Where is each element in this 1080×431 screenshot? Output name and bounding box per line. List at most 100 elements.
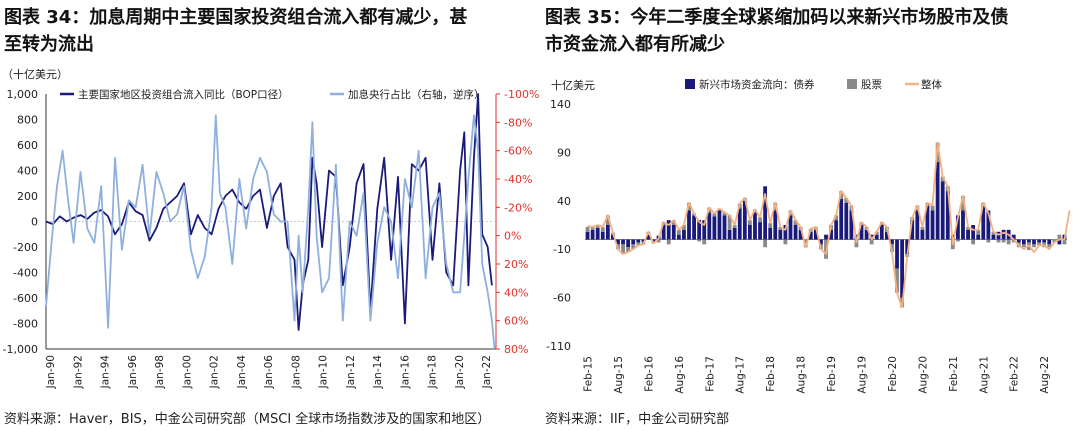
left-title: 图表 34：加息周期中主要国家投资组合流入都有减少，甚 至转为流出	[4, 4, 539, 58]
x-tick-label: Aug-15	[613, 356, 625, 394]
left-y-tick-label: -800	[13, 318, 38, 331]
equity-bar	[666, 239, 671, 245]
x-tick-label: Jan-04	[236, 355, 248, 390]
right-title: 图表 35：今年二季度全球紧缩加码以来新兴市场股市及债 市资金流入都有所减少	[545, 4, 1080, 58]
equity-bar	[1006, 239, 1011, 245]
equity-bar	[763, 239, 768, 248]
left-y-tick-label: -400	[13, 267, 38, 280]
bond-bar	[874, 234, 879, 240]
bond-bar	[884, 231, 889, 240]
bond-bar	[722, 215, 727, 240]
y-tick-label: 90	[557, 146, 571, 159]
equity-bar	[697, 239, 702, 242]
equity-bar	[727, 215, 732, 230]
equity-bar	[747, 220, 752, 225]
bond-bar	[1011, 234, 1016, 240]
bond-bar	[697, 220, 702, 240]
bond-bar	[727, 229, 732, 240]
y-tick-label: -10	[553, 243, 571, 256]
equity-bar	[961, 195, 965, 211]
left-y-tick-label: 800	[17, 114, 38, 127]
x-tick-label: Aug-19	[857, 356, 869, 394]
bond-bar	[824, 234, 828, 240]
bond-bar	[829, 229, 833, 240]
bond-bar	[661, 225, 666, 240]
bond-bar	[910, 220, 915, 240]
equity-bar	[778, 226, 783, 230]
y-tick-label: -60	[553, 292, 571, 305]
bond-bar	[768, 227, 773, 240]
legend-label: 股票	[861, 79, 882, 91]
equity-bar	[1011, 239, 1016, 243]
bond-bar	[788, 215, 793, 240]
bond-bar	[778, 229, 783, 240]
equity-bar	[590, 226, 595, 230]
x-tick-label: Aug-16	[674, 356, 686, 394]
bond-bar	[945, 191, 950, 240]
equity-bar	[758, 217, 762, 223]
bond-bar	[991, 234, 996, 240]
x-tick-label: Jan-20	[454, 355, 466, 389]
legend-swatch	[847, 79, 857, 89]
left-y-tick-label: 400	[17, 165, 38, 178]
right-y-tick-label: 60%	[504, 315, 528, 328]
x-tick-label: Jan-12	[345, 355, 357, 389]
right-y-tick-label: -60%	[504, 145, 532, 158]
equity-bar	[600, 226, 605, 232]
right-y-axis-label: 十亿美元	[551, 78, 595, 92]
bond-bar	[1001, 229, 1006, 240]
right-title-line2: 市资金流入都有所减少	[545, 34, 725, 55]
bond-bar	[915, 210, 920, 240]
equity-bar	[722, 212, 727, 216]
bond-bar	[895, 239, 899, 269]
equity-bar	[595, 225, 600, 228]
bond-bar	[844, 202, 849, 240]
left-panel: 图表 34：加息周期中主要国家投资组合流入都有减少，甚 至转为流出 （十亿美元）…	[2, 4, 539, 427]
x-tick-label: Jan-06	[263, 355, 275, 390]
total-line	[587, 141, 1071, 309]
equity-bar	[1052, 239, 1057, 243]
equity-bar	[940, 176, 945, 182]
bond-bar	[737, 208, 742, 240]
bond-bar	[1047, 239, 1052, 245]
bond-bar	[631, 239, 636, 245]
bond-bar	[925, 205, 930, 240]
equity-bar	[895, 268, 899, 293]
x-tick-label: Aug-22	[1039, 356, 1051, 394]
x-tick-label: Feb-22	[1009, 356, 1021, 392]
bond-bar	[682, 229, 686, 240]
x-tick-label: Jan-96	[127, 355, 139, 390]
equity-bar	[1062, 239, 1067, 245]
equity-bar	[986, 239, 991, 243]
equity-bar	[1057, 234, 1062, 240]
series-line-portfolio-inflow	[45, 93, 493, 331]
equity-bar	[712, 213, 717, 217]
legend-label: 整体	[921, 78, 942, 91]
right-panel: 图表 35：今年二季度全球紧缩加码以来新兴市场股市及债 市资金流入都有所减少 十…	[545, 0, 1080, 431]
left-title-line1: 图表 34：加息周期中主要国家投资组合流入都有减少，甚	[4, 7, 468, 28]
bond-bar	[808, 231, 813, 240]
x-tick-label: Jan-94	[100, 355, 112, 390]
x-tick-label: Jan-02	[209, 355, 221, 389]
bond-bar	[763, 186, 768, 240]
bond-bar	[1037, 239, 1041, 243]
left-y-tick-label: -600	[13, 292, 38, 305]
left-y-tick-label: 600	[17, 139, 38, 152]
right-y-tick-label: -40%	[504, 173, 532, 186]
equity-bar	[636, 242, 641, 246]
legend-label: 加息央行占比（右轴，逆序）	[348, 88, 485, 101]
y-tick-label: 140	[550, 98, 571, 111]
right-y-tick-label: 40%	[504, 286, 528, 299]
bond-bar	[966, 229, 970, 240]
x-tick-label: Jan-14	[372, 355, 384, 390]
bond-bar	[1042, 239, 1047, 243]
bond-bar	[961, 210, 965, 240]
right-y-tick-label: -20%	[504, 201, 532, 214]
equity-bar	[920, 226, 925, 230]
bond-bar	[930, 210, 935, 240]
bond-bar	[940, 181, 945, 240]
equity-bar	[702, 239, 707, 245]
x-tick-label: Feb-19	[826, 356, 838, 392]
bond-bar	[920, 229, 925, 240]
bond-bar	[839, 198, 844, 240]
